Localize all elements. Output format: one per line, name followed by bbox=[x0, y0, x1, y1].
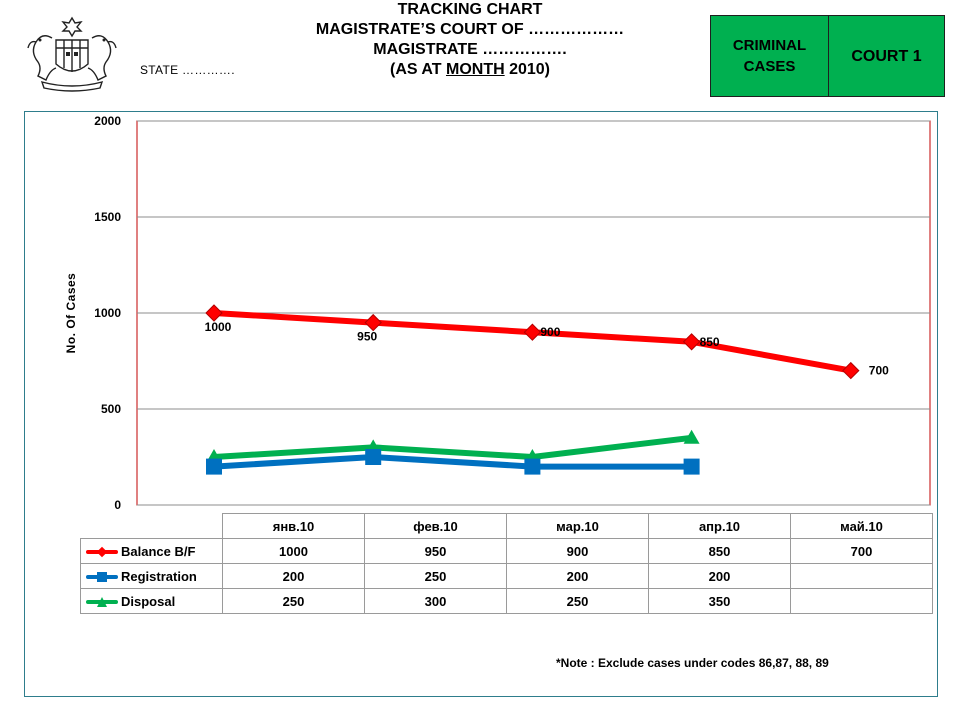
malaysia-coat-of-arms-icon bbox=[22, 12, 122, 94]
title-line-1: TRACKING CHART bbox=[397, 1, 543, 18]
y-tick-label: 0 bbox=[114, 498, 121, 512]
case-type-label: CRIMINAL CASES bbox=[711, 16, 829, 96]
chart-title: TRACKING CHART MAGISTRATE’S COURT OF ………… bbox=[240, 0, 700, 80]
legend-key-icon bbox=[85, 546, 119, 558]
data-label: 900 bbox=[540, 325, 560, 339]
court-label: COURT 1 bbox=[851, 47, 922, 65]
data-label: 700 bbox=[869, 364, 889, 378]
state-label: STATE …………. bbox=[140, 63, 235, 77]
table-cell: 300 bbox=[364, 588, 507, 614]
legend-key-icon bbox=[85, 597, 119, 608]
chart-frame bbox=[24, 111, 938, 697]
title-line-3: MAGISTRATE ……………. bbox=[373, 41, 567, 58]
data-point-marker bbox=[682, 333, 701, 351]
table-cell: 700 bbox=[790, 538, 933, 564]
legend-key-icon bbox=[85, 572, 119, 583]
data-point-marker bbox=[683, 458, 700, 475]
case-type-box: CRIMINAL CASES COURT 1 bbox=[710, 15, 945, 97]
x-tick-label: мар.10 bbox=[506, 513, 649, 539]
x-tick-label: янв.10 bbox=[222, 513, 365, 539]
title-month: MONTH bbox=[445, 61, 505, 78]
table-cell: 250 bbox=[506, 588, 649, 614]
legend-label: Registration bbox=[121, 568, 197, 584]
footnote: *Note : Exclude cases under codes 86,87,… bbox=[556, 656, 829, 670]
data-point-marker bbox=[524, 458, 541, 475]
title-year: 2010) bbox=[504, 61, 551, 78]
table-cell: 950 bbox=[364, 538, 507, 564]
data-label: 950 bbox=[357, 330, 377, 344]
table-row: Balance B/F 1000 950 900 850 700 bbox=[80, 538, 933, 564]
data-label: 850 bbox=[700, 335, 720, 349]
table-cell: 900 bbox=[506, 538, 649, 564]
data-point-marker bbox=[206, 458, 222, 475]
table-cell: 1000 bbox=[222, 538, 365, 564]
table-header-row: янв.10 фев.10 мар.10 апр.10 май.10 bbox=[81, 513, 933, 539]
legend-entry: Registration bbox=[80, 563, 223, 589]
table-cell: 200 bbox=[648, 563, 791, 589]
series-line bbox=[213, 310, 852, 374]
series-line bbox=[213, 434, 692, 460]
data-point-marker bbox=[205, 304, 223, 322]
table-cell bbox=[790, 563, 933, 589]
data-point-marker bbox=[364, 313, 382, 332]
data-point-marker bbox=[842, 361, 860, 380]
chart-data-table: янв.10 фев.10 мар.10 апр.10 май.10 Balance B/… bbox=[80, 513, 933, 614]
legend-label: Disposal bbox=[121, 593, 176, 609]
table-cell bbox=[790, 588, 933, 614]
table-cell: 350 bbox=[648, 588, 791, 614]
table-cell: 200 bbox=[222, 563, 365, 589]
x-tick-label: апр.10 bbox=[648, 513, 791, 539]
y-tick-label: 1500 bbox=[94, 210, 121, 224]
title-line-2: MAGISTRATE’S COURT OF ……………… bbox=[315, 21, 625, 38]
series-line bbox=[213, 454, 692, 470]
y-tick-label: 500 bbox=[101, 402, 121, 416]
legend-entry: Balance B/F bbox=[80, 538, 223, 564]
y-axis-label: No. Of Cases bbox=[64, 273, 78, 354]
x-tick-label: фев.10 bbox=[364, 513, 507, 539]
table-corner bbox=[81, 514, 223, 539]
data-point-marker bbox=[523, 323, 542, 341]
x-tick-label: май.10 bbox=[790, 513, 933, 539]
title-as-at: (AS AT bbox=[389, 61, 446, 78]
table-cell: 850 bbox=[648, 538, 791, 564]
table-row: Registration 200 250 200 200 bbox=[80, 563, 933, 589]
table-cell: 250 bbox=[222, 588, 365, 614]
legend-entry: Disposal bbox=[80, 588, 223, 614]
y-tick-label: 2000 bbox=[94, 114, 121, 128]
table-cell: 250 bbox=[364, 563, 507, 589]
table-row: Disposal 250 300 250 350 bbox=[80, 588, 933, 614]
legend-label: Balance B/F bbox=[121, 543, 196, 559]
title-line-4: (AS AT MONTH 2010) bbox=[240, 60, 700, 80]
table-cell: 200 bbox=[506, 563, 649, 589]
y-tick-label: 1000 bbox=[94, 306, 121, 320]
data-point-marker bbox=[365, 449, 382, 465]
data-point-marker bbox=[683, 429, 700, 444]
data-label: 1000 bbox=[205, 320, 232, 334]
